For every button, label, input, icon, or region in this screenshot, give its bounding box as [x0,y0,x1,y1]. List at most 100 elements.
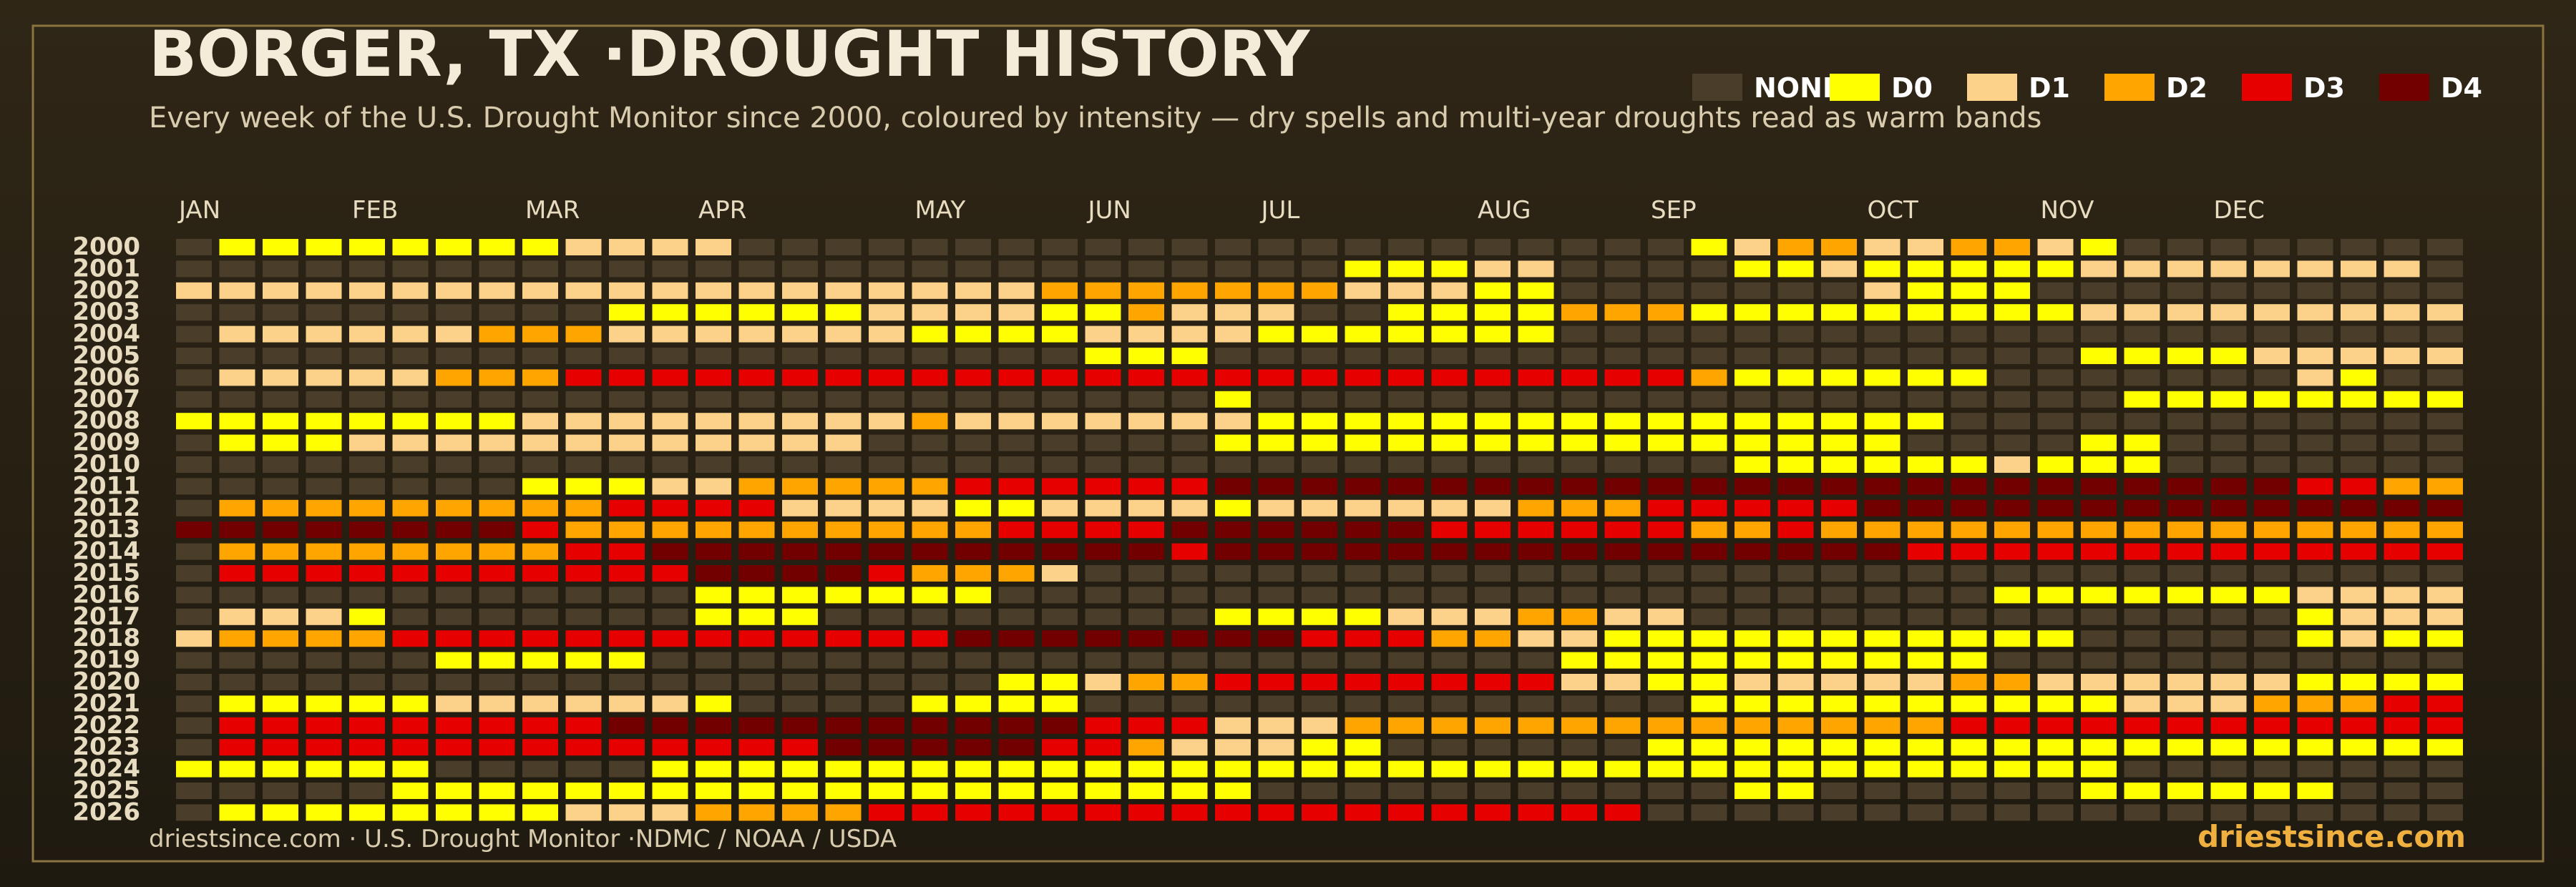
week-cell [2037,565,2074,582]
week-cell [825,630,862,647]
week-cell [1561,717,1597,734]
week-cell [1302,608,1337,625]
week-cell [522,348,558,364]
week-cell [1128,260,1164,278]
week-cell [2081,434,2117,451]
week-cell [2341,456,2376,473]
heatmap: JAN FEB MAR APR MAY JUN JUL AUG SEP OCT NOV DEC 2000… [72,196,2463,826]
week-cell [1258,456,1294,473]
week-cell [2167,239,2203,255]
week-cell [998,499,1035,516]
week-cell [1258,652,1294,669]
week-cell [1085,413,1121,430]
week-cell [1951,369,1987,386]
week-cell [392,804,429,821]
week-cell [522,760,558,778]
week-cell [1085,804,1121,821]
week-cell [263,499,298,516]
week-cell [349,565,385,582]
week-cell [392,565,429,582]
week-cell [1345,434,1381,451]
week-cell [1561,325,1597,343]
week-cell [522,282,558,299]
year-label: 2003 [72,298,140,326]
week-cell [479,413,515,430]
week-cell [955,543,991,560]
week-cell [1518,608,1554,625]
week-cell [738,543,775,560]
week-cell [1604,434,1641,451]
week-cell [1691,325,1727,343]
chart-title: BORGER, TX ·DROUGHT HISTORY [149,17,1311,91]
week-cell [1345,608,1381,625]
week-cell [565,783,602,799]
week-cell [479,695,515,712]
week-cell [1691,652,1727,669]
week-cell [565,478,602,495]
week-cell [696,739,731,756]
week-cell [2297,369,2333,386]
week-cell [2384,565,2420,582]
week-cell [1908,652,1943,669]
week-cell [392,391,429,408]
week-cell [176,739,212,756]
week-cell [1388,260,1424,278]
week-cell [1475,565,1511,582]
week-cell [565,760,602,778]
week-cell [2427,521,2463,539]
week-cell [869,478,904,495]
week-cell [1864,783,1901,799]
week-cell [998,739,1035,756]
week-cell [2297,695,2333,712]
year-label: 2012 [72,494,140,522]
week-cell [436,804,472,821]
brand: driestsince.com [2197,819,2466,854]
week-cell [436,434,472,451]
week-cell [1821,565,1857,582]
week-cell [2210,369,2247,386]
week-cell [1735,674,1770,690]
week-cell [1258,325,1294,343]
week-cell [522,239,558,255]
week-cell [565,413,602,430]
week-cell [825,565,862,582]
week-cell [2384,652,2420,669]
week-cell [1388,695,1424,712]
week-cell [1475,282,1511,299]
week-cell [1821,369,1857,386]
week-cell [1345,413,1381,430]
frame [31,24,2545,863]
week-cell [782,608,818,625]
week-cell [392,783,429,799]
week-cell [1302,282,1337,299]
week-cell [2427,674,2463,690]
week-cell [479,260,515,278]
week-cell [2297,260,2333,278]
week-cell [436,674,472,690]
week-cell [2081,282,2117,299]
week-cell [522,478,558,495]
week-cell [2384,760,2420,778]
week-cell [782,369,818,386]
week-cell [2384,456,2420,473]
week-cell [1042,543,1078,560]
week-cell [955,434,991,451]
week-cell [1691,456,1727,473]
week-cell [392,608,429,625]
month-label: AUG [1478,196,1531,225]
week-cell [1302,260,1337,278]
week-cell [392,717,429,734]
week-cell [349,783,385,799]
week-cell [652,587,688,604]
week-cell [1042,348,1078,364]
week-cell [2254,391,2290,408]
week-cell [1431,630,1468,647]
week-cell [696,674,731,690]
week-cell [1604,304,1641,321]
year-label: 2019 [72,646,140,675]
week-cell [869,521,904,539]
week-cell [869,434,904,451]
week-cell [2384,478,2420,495]
week-cell [263,478,298,495]
week-cell [1475,348,1511,364]
